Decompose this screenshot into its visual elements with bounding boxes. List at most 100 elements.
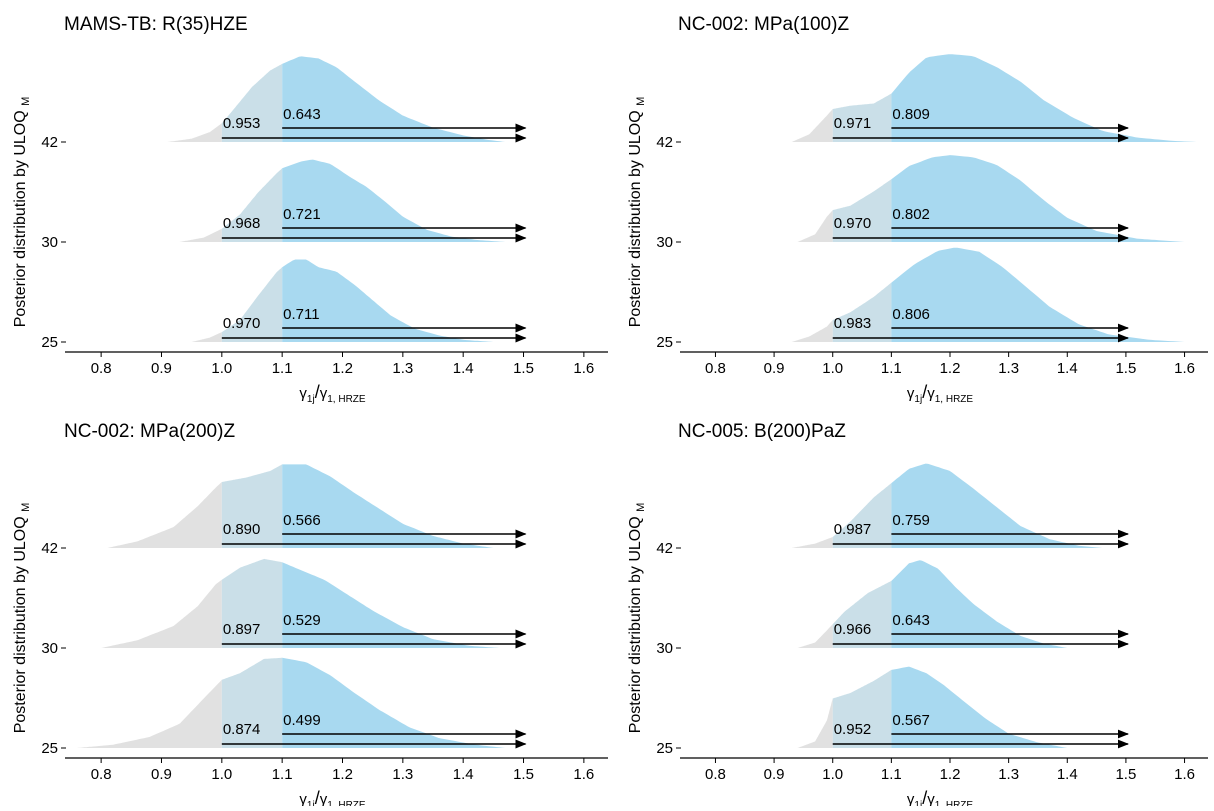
x-axis-label: γ1j/γ1, HRZE: [299, 788, 365, 806]
y-axis-label: Posterior distribution by ULOQ M: [12, 503, 32, 734]
density-region-middle: [832, 179, 892, 242]
y-tick-label: 42: [656, 540, 673, 557]
x-tick-label: 1.5: [513, 766, 534, 783]
density-region-middle: [832, 282, 892, 342]
y-axis-label: Posterior distribution by ULOQ M: [12, 97, 32, 328]
y-axis-label-subscript: M: [635, 503, 647, 512]
density-region-middle: [832, 669, 892, 748]
x-tick-label: 0.8: [705, 360, 726, 377]
x-tick-label: 1.4: [453, 360, 474, 377]
x-axis-label-main: γ: [299, 791, 307, 806]
ridge-25: 0.567 0.952: [797, 666, 1130, 749]
x-axis-label-main-2: γ: [927, 791, 935, 806]
x-axis-label-separator: /: [315, 382, 320, 402]
x-axis-label: γ1j/γ1, HRZE: [299, 382, 365, 405]
x-tick-label: 0.9: [151, 360, 172, 377]
y-tick-label: 30: [656, 640, 673, 657]
prob-label-upper: 0.802: [892, 206, 930, 223]
y-tick-label: 25: [656, 334, 673, 351]
y-axis-label: Posterior distribution by ULOQ M: [627, 97, 647, 328]
density-region-below: [791, 109, 833, 142]
density-region-below: [179, 228, 222, 242]
prob-label-upper: 0.643: [892, 612, 930, 629]
ridge-30: 0.802 0.970: [797, 155, 1185, 243]
x-tick-label: 1.4: [453, 766, 474, 783]
density-region-above: [891, 463, 1103, 548]
prob-label-upper: 0.566: [283, 512, 321, 529]
density-region-middle: [221, 168, 283, 242]
y-axis-label-subscript: M: [20, 97, 32, 106]
x-tick-label: 1.6: [573, 766, 594, 783]
density-region-below: [791, 320, 833, 342]
y-axis-label-subscript: M: [635, 97, 647, 106]
x-axis-label-main-2: γ: [320, 385, 328, 402]
density-region-above: [891, 155, 1185, 242]
prob-label-upper: 0.711: [283, 306, 319, 323]
panel-title: NC-002: MPa(100)Z: [678, 14, 849, 35]
density-region-middle: [221, 657, 283, 748]
x-axis-label-subscript-2: 1, HRZE: [935, 800, 974, 806]
x-tick-label: 1.0: [211, 360, 232, 377]
x-axis-label-main: γ: [907, 385, 915, 402]
prob-label-lower: 0.983: [834, 315, 872, 332]
prob-label-lower: 0.897: [223, 621, 261, 638]
panel-4: NC-005: B(200)PaZ Posterior distribution …: [627, 421, 1208, 811]
y-tick-label: 30: [41, 640, 58, 657]
x-tick-label: 1.0: [822, 766, 843, 783]
x-axis-label-main-2: γ: [320, 791, 328, 806]
x-axis-label-subscript: 1j: [914, 394, 922, 405]
ridge-25: 0.806 0.983: [791, 247, 1185, 343]
panel-title: MAMS-TB: R(35)HZE: [64, 14, 248, 35]
x-tick-label: 0.8: [705, 766, 726, 783]
x-axis-label-subscript: 1j: [307, 394, 315, 405]
density-region-below: [191, 332, 222, 342]
x-tick-label: 1.3: [998, 766, 1019, 783]
y-axis-label-main: Posterior distribution by ULOQ: [627, 106, 644, 327]
ridge-30: 0.643 0.966: [797, 560, 1130, 649]
prob-label-upper: 0.721: [283, 206, 321, 223]
x-axis-label-subscript-2: 1, HRZE: [935, 394, 974, 405]
x-tick-label: 1.4: [1057, 360, 1078, 377]
density-region-above: [282, 56, 506, 142]
y-tick-label: 42: [41, 540, 58, 557]
density-region-above: [282, 464, 494, 548]
density-region-middle: [221, 558, 283, 648]
prob-label-lower: 0.874: [223, 721, 261, 738]
y-tick-label: 42: [41, 134, 58, 151]
density-region-below: [797, 698, 833, 748]
y-tick-label: 30: [656, 234, 673, 251]
x-tick-label: 1.2: [940, 766, 961, 783]
panel-2: NC-002: MPa(100)Z Posterior distribution …: [627, 14, 1208, 405]
ridge-42: 0.759 0.987: [791, 463, 1130, 549]
y-tick-label: 25: [41, 740, 58, 757]
x-axis-label-main: γ: [907, 791, 915, 806]
x-tick-label: 1.3: [392, 360, 413, 377]
x-tick-label: 0.8: [91, 766, 112, 783]
density-region-above: [282, 259, 494, 342]
x-axis-label-subscript: 1j: [914, 800, 922, 806]
density-region-below: [797, 210, 833, 242]
density-region-above: [891, 54, 1197, 143]
prob-label-upper: 0.643: [283, 106, 321, 123]
y-axis-label-main: Posterior distribution by ULOQ: [627, 512, 644, 733]
y-axis-label-main: Posterior distribution by ULOQ: [12, 106, 29, 327]
x-tick-label: 1.2: [332, 360, 353, 377]
density-region-above: [282, 159, 506, 242]
x-tick-label: 1.4: [1057, 766, 1078, 783]
x-tick-label: 1.5: [1115, 766, 1136, 783]
x-tick-label: 1.3: [998, 360, 1019, 377]
x-tick-label: 1.3: [392, 766, 413, 783]
density-region-middle: [832, 580, 892, 648]
x-tick-label: 1.5: [1115, 360, 1136, 377]
density-region-middle: [221, 464, 283, 548]
density-region-below: [77, 679, 222, 748]
prob-label-upper: 0.809: [892, 106, 930, 123]
ridge-30: 0.529 0.897: [101, 558, 527, 649]
panel-title: NC-002: MPa(200)Z: [64, 421, 235, 442]
density-region-middle: [832, 93, 892, 142]
y-axis-label-main: Posterior distribution by ULOQ: [12, 512, 29, 733]
y-tick-label: 42: [656, 134, 673, 151]
x-tick-label: 1.6: [1174, 360, 1195, 377]
x-axis-label-main-2: γ: [927, 385, 935, 402]
